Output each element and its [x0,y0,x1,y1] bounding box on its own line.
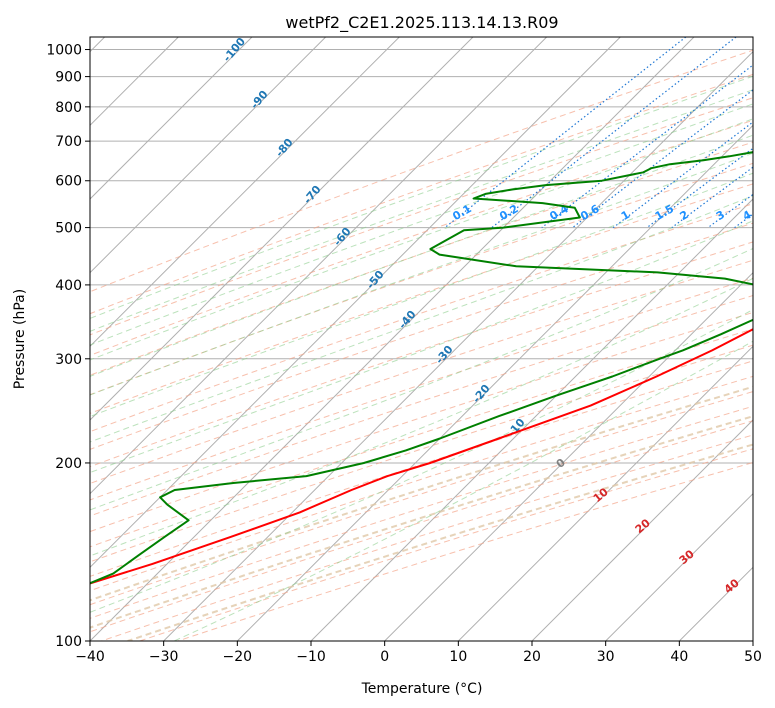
adiabat-label: 40 [722,576,742,596]
adiabat-label: -80 [273,136,296,160]
y-tick-label: 900 [55,70,82,86]
series-layer [90,150,753,585]
adiabat-label: 20 [633,516,653,536]
chart-title: wetPf2_C2E1.2025.113.14.13.R09 [285,13,558,33]
moist-adiabat [90,247,753,511]
y-tick-label: 300 [55,352,82,368]
isotherm--50 [90,37,621,569]
moist-adiabat [90,118,753,361]
dry-adiabat [90,183,753,414]
isotherm--90 [90,37,327,274]
moist-adiabat [90,75,753,319]
x-tick-label: −30 [149,649,179,665]
isotherm--80 [90,37,400,348]
x-tick-label: 20 [523,649,541,665]
mixing-ratio-label: 3 [714,208,727,223]
isotherm-50 [752,640,753,641]
x-axis-label: Temperature (°C) [361,681,483,697]
dry-adiabat [90,311,753,533]
warm-adiabat [127,443,753,641]
moist-adiabat [90,220,753,474]
mixing-ratio-line [491,37,737,229]
y-tick-label: 1000 [46,43,82,59]
adiabat-label: -60 [331,225,354,249]
dry-adiabat [101,434,753,641]
x-tick-label: 0 [380,649,389,665]
dry-adiabat [90,375,753,592]
isotherm-0 [384,271,753,641]
dry-adiabat [90,203,753,433]
isotherm--70 [90,37,474,421]
dry-adiabat [90,141,753,376]
x-tick-label: −40 [75,649,105,665]
x-tick-label: 40 [670,649,688,665]
y-tick-label: 700 [55,134,82,150]
mixing-ratio-line [572,89,753,229]
isotherm--10 [310,198,753,641]
isotherm--20 [236,124,753,641]
y-tick-label: 800 [55,100,82,116]
dry-adiabat [90,162,753,396]
y-tick-label: 500 [55,221,82,237]
background-lines [90,37,753,641]
x-tick-label: 10 [449,649,467,665]
isotherm--30 [163,50,753,641]
y-tick-label: 100 [55,634,82,650]
warm-adiabat [90,385,753,602]
dry-adiabat [90,360,753,577]
moist-adiabat [90,172,753,418]
adiabat-label: -90 [248,88,271,112]
dry-adiabat [90,328,753,548]
mixing-ratio-label: 0.1 [450,202,473,223]
isotherm-30 [605,492,753,641]
grid-layer [90,37,753,641]
dry-adiabat [90,344,753,563]
mixing-ratio-line [612,121,753,229]
adiabat-label: -30 [433,343,456,367]
y-axis: 100 200 300 400 500 600 700 800 900 1000 [46,43,90,650]
y-tick-label: 200 [55,456,82,472]
mixing-ratio-line [671,166,753,229]
x-axis: −40 −30 −20 −10 0 10 20 30 40 50 [75,641,762,665]
x-tick-label: −10 [296,649,326,665]
y-tick-label: 600 [55,174,82,190]
warm-adiabat [90,415,753,629]
isotherm-40 [678,566,753,641]
moist-adiabat [90,277,753,557]
mixing-ratio-label: 0.6 [578,202,602,223]
dewpoint-line [90,150,753,585]
dry-adiabat [90,73,753,315]
moist-adiabat [90,152,753,396]
x-tick-label: 50 [744,649,762,665]
dry-adiabat [90,241,753,468]
adiabat-label: 30 [677,547,697,567]
y-axis-label: Pressure (hPa) [12,289,28,389]
adiabat-label: -40 [396,308,419,332]
dry-adiabat [90,294,753,517]
isotherm--40 [90,37,695,641]
mixing-ratio-line [541,64,753,229]
dry-adiabat [90,259,753,485]
isotherm-10 [457,345,753,641]
mixing-ratio-label: 1 [619,208,632,223]
x-tick-label: −20 [223,649,253,665]
x-tick-label: 30 [597,649,615,665]
dry-adiabat [90,391,753,606]
temperature-line [90,328,753,585]
dry-adiabat [90,97,753,336]
moist-adiabat [90,89,753,332]
isotherm-20 [531,419,753,641]
plot-frame [89,36,754,642]
mixing-ratio-line [734,213,753,229]
dry-adiabat [90,49,753,293]
isotherm--100 [90,37,253,200]
moist-adiabat [90,195,753,443]
dry-adiabat [90,222,753,450]
y-tick-label: 400 [55,278,82,294]
dry-adiabat [90,119,753,356]
isotherm--60 [90,37,548,495]
adiabat-label: -20 [470,382,493,406]
dry-adiabat [90,277,753,501]
